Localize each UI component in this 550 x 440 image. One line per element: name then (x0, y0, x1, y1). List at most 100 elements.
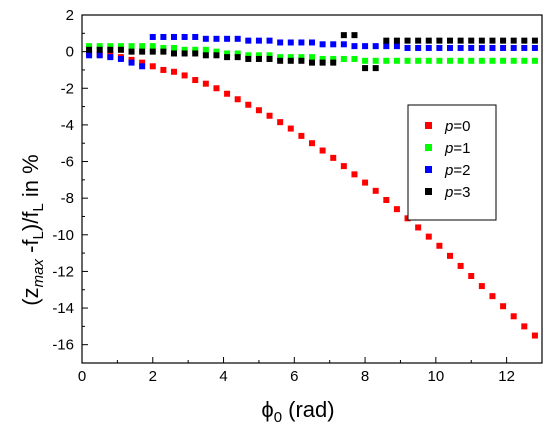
data-point (521, 44, 528, 51)
x-axis-title: ϕ0 (rad) (261, 397, 334, 426)
series-p=0 (86, 50, 538, 339)
data-point (383, 43, 390, 50)
data-point (500, 57, 507, 64)
data-point (149, 48, 156, 55)
data-point (96, 52, 103, 59)
data-point (117, 55, 124, 62)
data-point (393, 206, 400, 213)
data-point (117, 43, 124, 50)
data-point (521, 323, 528, 330)
data-point (425, 44, 432, 51)
data-point (202, 35, 209, 42)
data-point (277, 39, 284, 46)
data-point (478, 37, 485, 44)
data-point (245, 55, 252, 62)
data-point (425, 57, 432, 64)
data-point (171, 68, 177, 75)
data-point (531, 37, 538, 44)
data-point (500, 44, 507, 51)
data-point (500, 37, 507, 44)
data-point (139, 63, 146, 70)
legend-marker (425, 188, 432, 195)
x-tick-label: 8 (361, 368, 369, 385)
data-point (489, 44, 496, 51)
data-point (202, 46, 209, 53)
x-tick-label: 12 (498, 368, 515, 385)
data-point (202, 80, 209, 87)
data-point (309, 54, 315, 61)
data-point (330, 55, 337, 62)
data-point (330, 154, 337, 161)
data-point (531, 57, 538, 64)
legend-items: p=0 p=1 p=2 p=3 (425, 118, 470, 201)
legend: p=0 p=1 p=2 p=3 (407, 104, 497, 221)
series-p=3 (86, 32, 538, 72)
data-point (372, 57, 379, 64)
data-point (447, 37, 453, 44)
x-tick-label: 6 (290, 368, 298, 385)
data-point (319, 41, 326, 48)
data-point (521, 57, 528, 64)
data-point (468, 44, 475, 51)
data-point (171, 33, 177, 40)
data-point (404, 37, 411, 44)
data-point (139, 48, 146, 55)
data-point (457, 44, 464, 51)
data-point (404, 44, 411, 51)
data-point (510, 313, 517, 320)
data-point (372, 43, 379, 50)
data-point (362, 179, 369, 186)
data-point (415, 57, 422, 64)
data-point (415, 37, 422, 44)
data-point (266, 52, 273, 59)
data-point (468, 273, 475, 279)
y-tick-label: 0 (66, 44, 74, 61)
data-point (457, 57, 464, 64)
legend-marker (425, 122, 432, 129)
data-point (160, 66, 167, 73)
data-point (383, 196, 390, 203)
data-point (234, 54, 241, 61)
legend-frame (407, 104, 497, 221)
data-point (468, 57, 475, 64)
data-point (351, 32, 358, 39)
y-tick-label: 2 (66, 7, 74, 24)
data-point (160, 33, 167, 40)
data-point (436, 37, 443, 44)
data-point (266, 37, 273, 44)
y-tick-label: -6 (61, 154, 74, 171)
data-point (298, 54, 305, 61)
data-point (298, 39, 305, 46)
y-tick-label: -2 (61, 80, 74, 97)
data-point (224, 50, 231, 57)
data-point (277, 57, 284, 64)
data-point (489, 57, 496, 64)
data-point (330, 59, 337, 66)
data-point (192, 77, 199, 84)
data-point (393, 43, 400, 50)
x-tick-label: 10 (428, 368, 445, 385)
plot-frame (81, 14, 543, 364)
x-tick-label: 0 (78, 368, 86, 385)
data-point (372, 65, 379, 72)
data-point (266, 55, 273, 62)
x-axis-unit: (rad) (282, 397, 335, 422)
data-point (531, 44, 538, 51)
data-point (478, 283, 485, 290)
data-point (393, 57, 400, 64)
data-point (309, 59, 315, 66)
data-point (192, 33, 199, 40)
data-point (489, 37, 496, 44)
data-point (96, 43, 103, 50)
plot-area (81, 14, 543, 364)
data-point (224, 90, 231, 97)
data-point (86, 52, 93, 59)
y-axis-title: (zmax -fL)/fL in % (18, 154, 47, 305)
data-point (139, 43, 146, 50)
y-tick-label: -16 (52, 337, 74, 354)
data-point (340, 163, 347, 170)
data-point (436, 57, 443, 64)
data-point (383, 37, 390, 44)
axis-ticks: 0 2 4 6 8 10 12 2 0 -2 -4 -6 -8 -10 -12 -14 -16 (52, 7, 515, 385)
data-point (213, 48, 220, 55)
